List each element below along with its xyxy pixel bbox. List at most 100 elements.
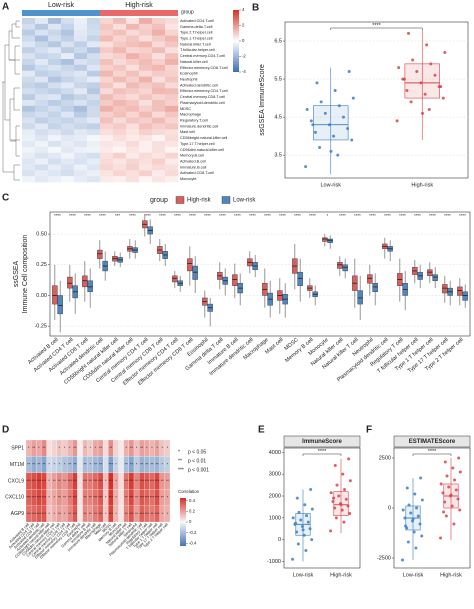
heatmap-cell — [74, 152, 88, 159]
point — [299, 518, 303, 522]
heatmap-cell — [126, 59, 140, 66]
heatmap-cell — [100, 82, 114, 89]
heatmap-cell — [87, 141, 101, 148]
p-legend-label: p < 0.05 — [188, 449, 206, 455]
significance-mark: ** — [68, 463, 71, 467]
heatmap-cell — [152, 111, 166, 118]
heatmap-cell — [100, 47, 114, 54]
heatmap-cell — [165, 59, 179, 66]
heatmap-cell — [139, 64, 153, 72]
legend-title: group — [150, 197, 168, 204]
significance-mark: ** — [89, 495, 92, 499]
heatmap-cell — [152, 64, 166, 72]
heatmap-cell — [126, 146, 140, 154]
heatmap-cell — [126, 64, 140, 72]
heatmap-cell — [139, 59, 153, 66]
point — [291, 557, 295, 561]
significance-mark: ** — [32, 446, 35, 450]
heatmap-cell — [126, 82, 140, 89]
significance-mark: * — [115, 495, 117, 499]
point — [445, 474, 449, 478]
heatmap-cell — [113, 141, 127, 148]
row-label: CD56dim.natural.killer.cell — [180, 148, 224, 152]
heatmap-cell — [152, 88, 166, 95]
heatmap-cell — [87, 82, 101, 89]
heatmap-cell — [152, 164, 166, 171]
plot-frame — [49, 211, 471, 337]
heatmap-cell — [74, 18, 88, 25]
significance-mark: ** — [99, 463, 102, 467]
y-tick-label: 0 — [388, 505, 391, 511]
row-label: Gamma.delta.T.cell — [180, 25, 213, 29]
heatmap-cell — [113, 18, 127, 25]
group-bar — [100, 10, 178, 16]
heatmap-cell — [152, 29, 166, 36]
heatmap-cell — [126, 88, 140, 95]
box — [442, 284, 448, 294]
heatmap-cell — [61, 29, 75, 36]
heatmap-cell — [126, 158, 140, 165]
point — [337, 494, 341, 498]
point — [402, 77, 406, 81]
heatmap-cell — [48, 117, 62, 124]
heatmap-cell — [48, 53, 62, 60]
significance-mark: * — [90, 463, 92, 467]
heatmap-cell — [22, 59, 36, 66]
panel-label: B — [252, 3, 259, 14]
heatmap-cell — [74, 76, 88, 83]
significance-mark: * — [28, 446, 30, 450]
heatmap-cell — [139, 47, 153, 54]
point — [302, 533, 306, 537]
x-tick-label: Low-risk — [403, 572, 424, 578]
heatmap-cell — [87, 123, 101, 130]
point — [449, 493, 453, 497]
significance-mark: *** — [42, 512, 47, 516]
heatmap-cell — [74, 41, 88, 48]
heatmap-cell — [87, 164, 101, 171]
point — [397, 66, 401, 70]
significance-mark: ** — [151, 512, 154, 516]
y-tick-label: 0.00 — [36, 293, 47, 299]
heatmap-cell — [165, 47, 179, 54]
legend-label: Low-risk — [233, 198, 256, 204]
heatmap-cell — [152, 82, 166, 89]
point — [403, 516, 407, 520]
significance-mark: * — [167, 463, 169, 467]
heatmap-cell — [100, 111, 114, 118]
heatmap-cell — [100, 129, 114, 136]
heatmap-cell — [61, 23, 75, 31]
significance-mark: *** — [98, 512, 103, 516]
y-tick-label: 6.5 — [274, 38, 282, 44]
significance-mark: *** — [155, 512, 160, 516]
heatmap-cell — [74, 146, 88, 154]
heatmap-cell — [152, 94, 166, 101]
heatmap-cell — [165, 146, 179, 154]
heatmap-cell — [113, 47, 127, 54]
heatmap-cell — [139, 29, 153, 36]
heatmap-cell — [61, 76, 75, 83]
significance-bracket — [412, 453, 452, 456]
heatmap-cell — [61, 117, 75, 124]
x-tick-label: High-risk — [330, 572, 352, 578]
heatmap-cell — [126, 164, 140, 171]
significance-mark: *** — [31, 512, 36, 516]
significance-mark: * — [105, 512, 107, 516]
point — [413, 492, 417, 496]
heatmap-cell — [48, 88, 62, 95]
row-label: Immature.dendritic.cell — [180, 124, 218, 128]
heatmap-cell — [74, 158, 88, 165]
heatmap-cell — [74, 164, 88, 171]
point — [343, 487, 347, 491]
heatmap-cell — [87, 35, 101, 42]
significance-mark: *** — [93, 479, 98, 483]
heatmap-cell — [51, 439, 57, 457]
heatmap-cell — [48, 29, 62, 36]
p-legend-label: p < 0.01 — [188, 458, 206, 464]
heatmap-cell — [35, 158, 49, 165]
heatmap-cell — [139, 94, 153, 101]
point — [419, 476, 423, 480]
significance-mark: * — [59, 463, 61, 467]
point — [401, 508, 405, 512]
